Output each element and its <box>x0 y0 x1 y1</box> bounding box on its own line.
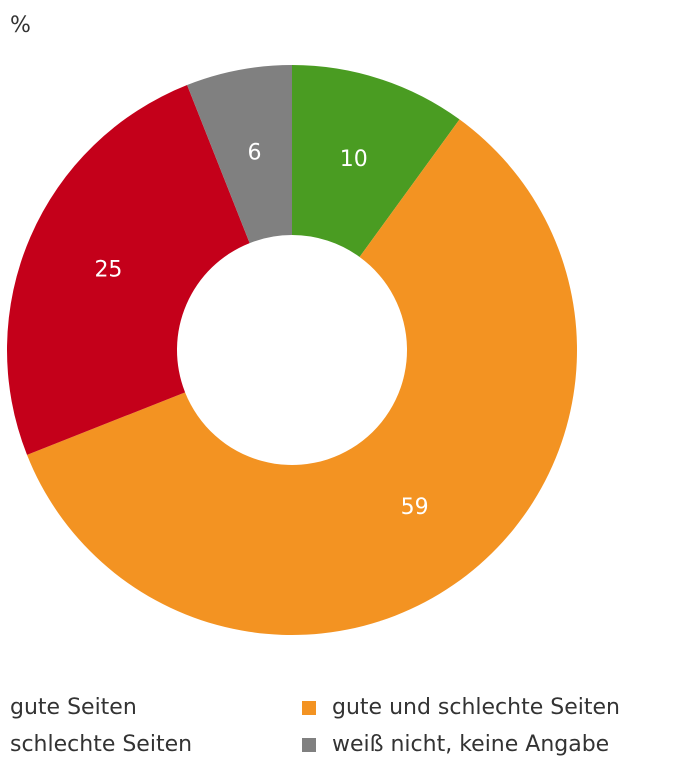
data-label: 10 <box>340 147 368 172</box>
legend-label: schlechte Seiten <box>10 732 192 757</box>
unit-label: % <box>10 13 31 38</box>
data-label: 59 <box>401 495 429 520</box>
data-label: 6 <box>248 141 262 166</box>
legend-label: gute Seiten <box>10 695 137 720</box>
donut-segment <box>27 119 578 635</box>
donut-segment <box>7 85 250 455</box>
legend-swatch <box>302 701 316 715</box>
donut-segment <box>292 65 460 257</box>
data-label: 25 <box>94 258 122 283</box>
legend-label: gute und schlechte Seiten <box>332 695 620 720</box>
donut-segment <box>187 65 292 244</box>
legend-swatch <box>302 738 316 752</box>
legend-label: weiß nicht, keine Angabe <box>332 732 609 757</box>
